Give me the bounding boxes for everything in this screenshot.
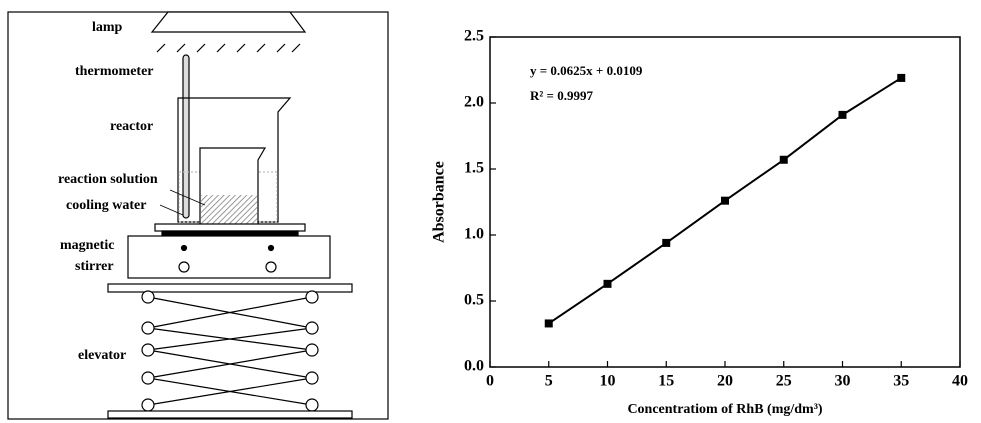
y-tick-label: 2.5 (464, 28, 484, 45)
x-tick-label: 10 (600, 373, 616, 390)
point (838, 110, 847, 119)
label: reaction solution (58, 172, 158, 187)
x-tick-label: 30 (835, 373, 851, 390)
stirrer-base (161, 230, 299, 237)
point (779, 155, 788, 164)
point (662, 238, 671, 247)
x-tick-label: 40 (952, 373, 968, 390)
label: lamp (92, 20, 123, 35)
chart: y = 0.0625x + 0.0109 R² = 0.9997 Concent… (431, 28, 968, 418)
x-axis-label: Concentratiom of RhB (mg/dm³) (627, 402, 822, 417)
y-tick-label: 1.0 (464, 226, 484, 243)
stirrer-plate (154, 223, 306, 232)
label: thermometer (75, 64, 154, 79)
pointer-lines (159, 189, 206, 216)
elevator-base (107, 410, 353, 419)
apparatus-diagram (7, 11, 389, 420)
label: elevator (78, 348, 126, 363)
label: magnetic (60, 238, 114, 253)
x-tick-label: 5 (545, 373, 553, 390)
annotation: y = 0.0625x + 0.0109 (530, 63, 643, 78)
reactor (177, 97, 292, 223)
magnetic-stirrer (127, 235, 331, 279)
y-tick-label: 0.0 (464, 358, 484, 375)
scissor (147, 296, 313, 406)
label: cooling water (66, 198, 146, 213)
x-tick-label: 35 (893, 373, 909, 390)
point (544, 319, 553, 328)
y-axis-label: Absorbance (431, 161, 448, 243)
light-rays (156, 43, 301, 53)
point (721, 196, 729, 205)
reaction-solution (201, 195, 257, 224)
label: stirrer (75, 259, 114, 274)
y-tick-label: 2.0 (464, 94, 484, 111)
label: reactor (110, 119, 153, 134)
x-tick-label: 25 (776, 373, 792, 390)
point (897, 73, 906, 82)
elevator-top (107, 283, 353, 293)
y-tick-label: 0.5 (464, 292, 484, 309)
lamp (150, 11, 307, 33)
thermometer (182, 54, 190, 219)
y-tick-label: 1.5 (464, 160, 484, 177)
point (603, 279, 612, 288)
x-tick-label: 0 (486, 373, 494, 390)
x-tick-label: 20 (717, 373, 733, 390)
annotation: R² = 0.9997 (530, 88, 593, 103)
x-tick-label: 15 (658, 373, 674, 390)
